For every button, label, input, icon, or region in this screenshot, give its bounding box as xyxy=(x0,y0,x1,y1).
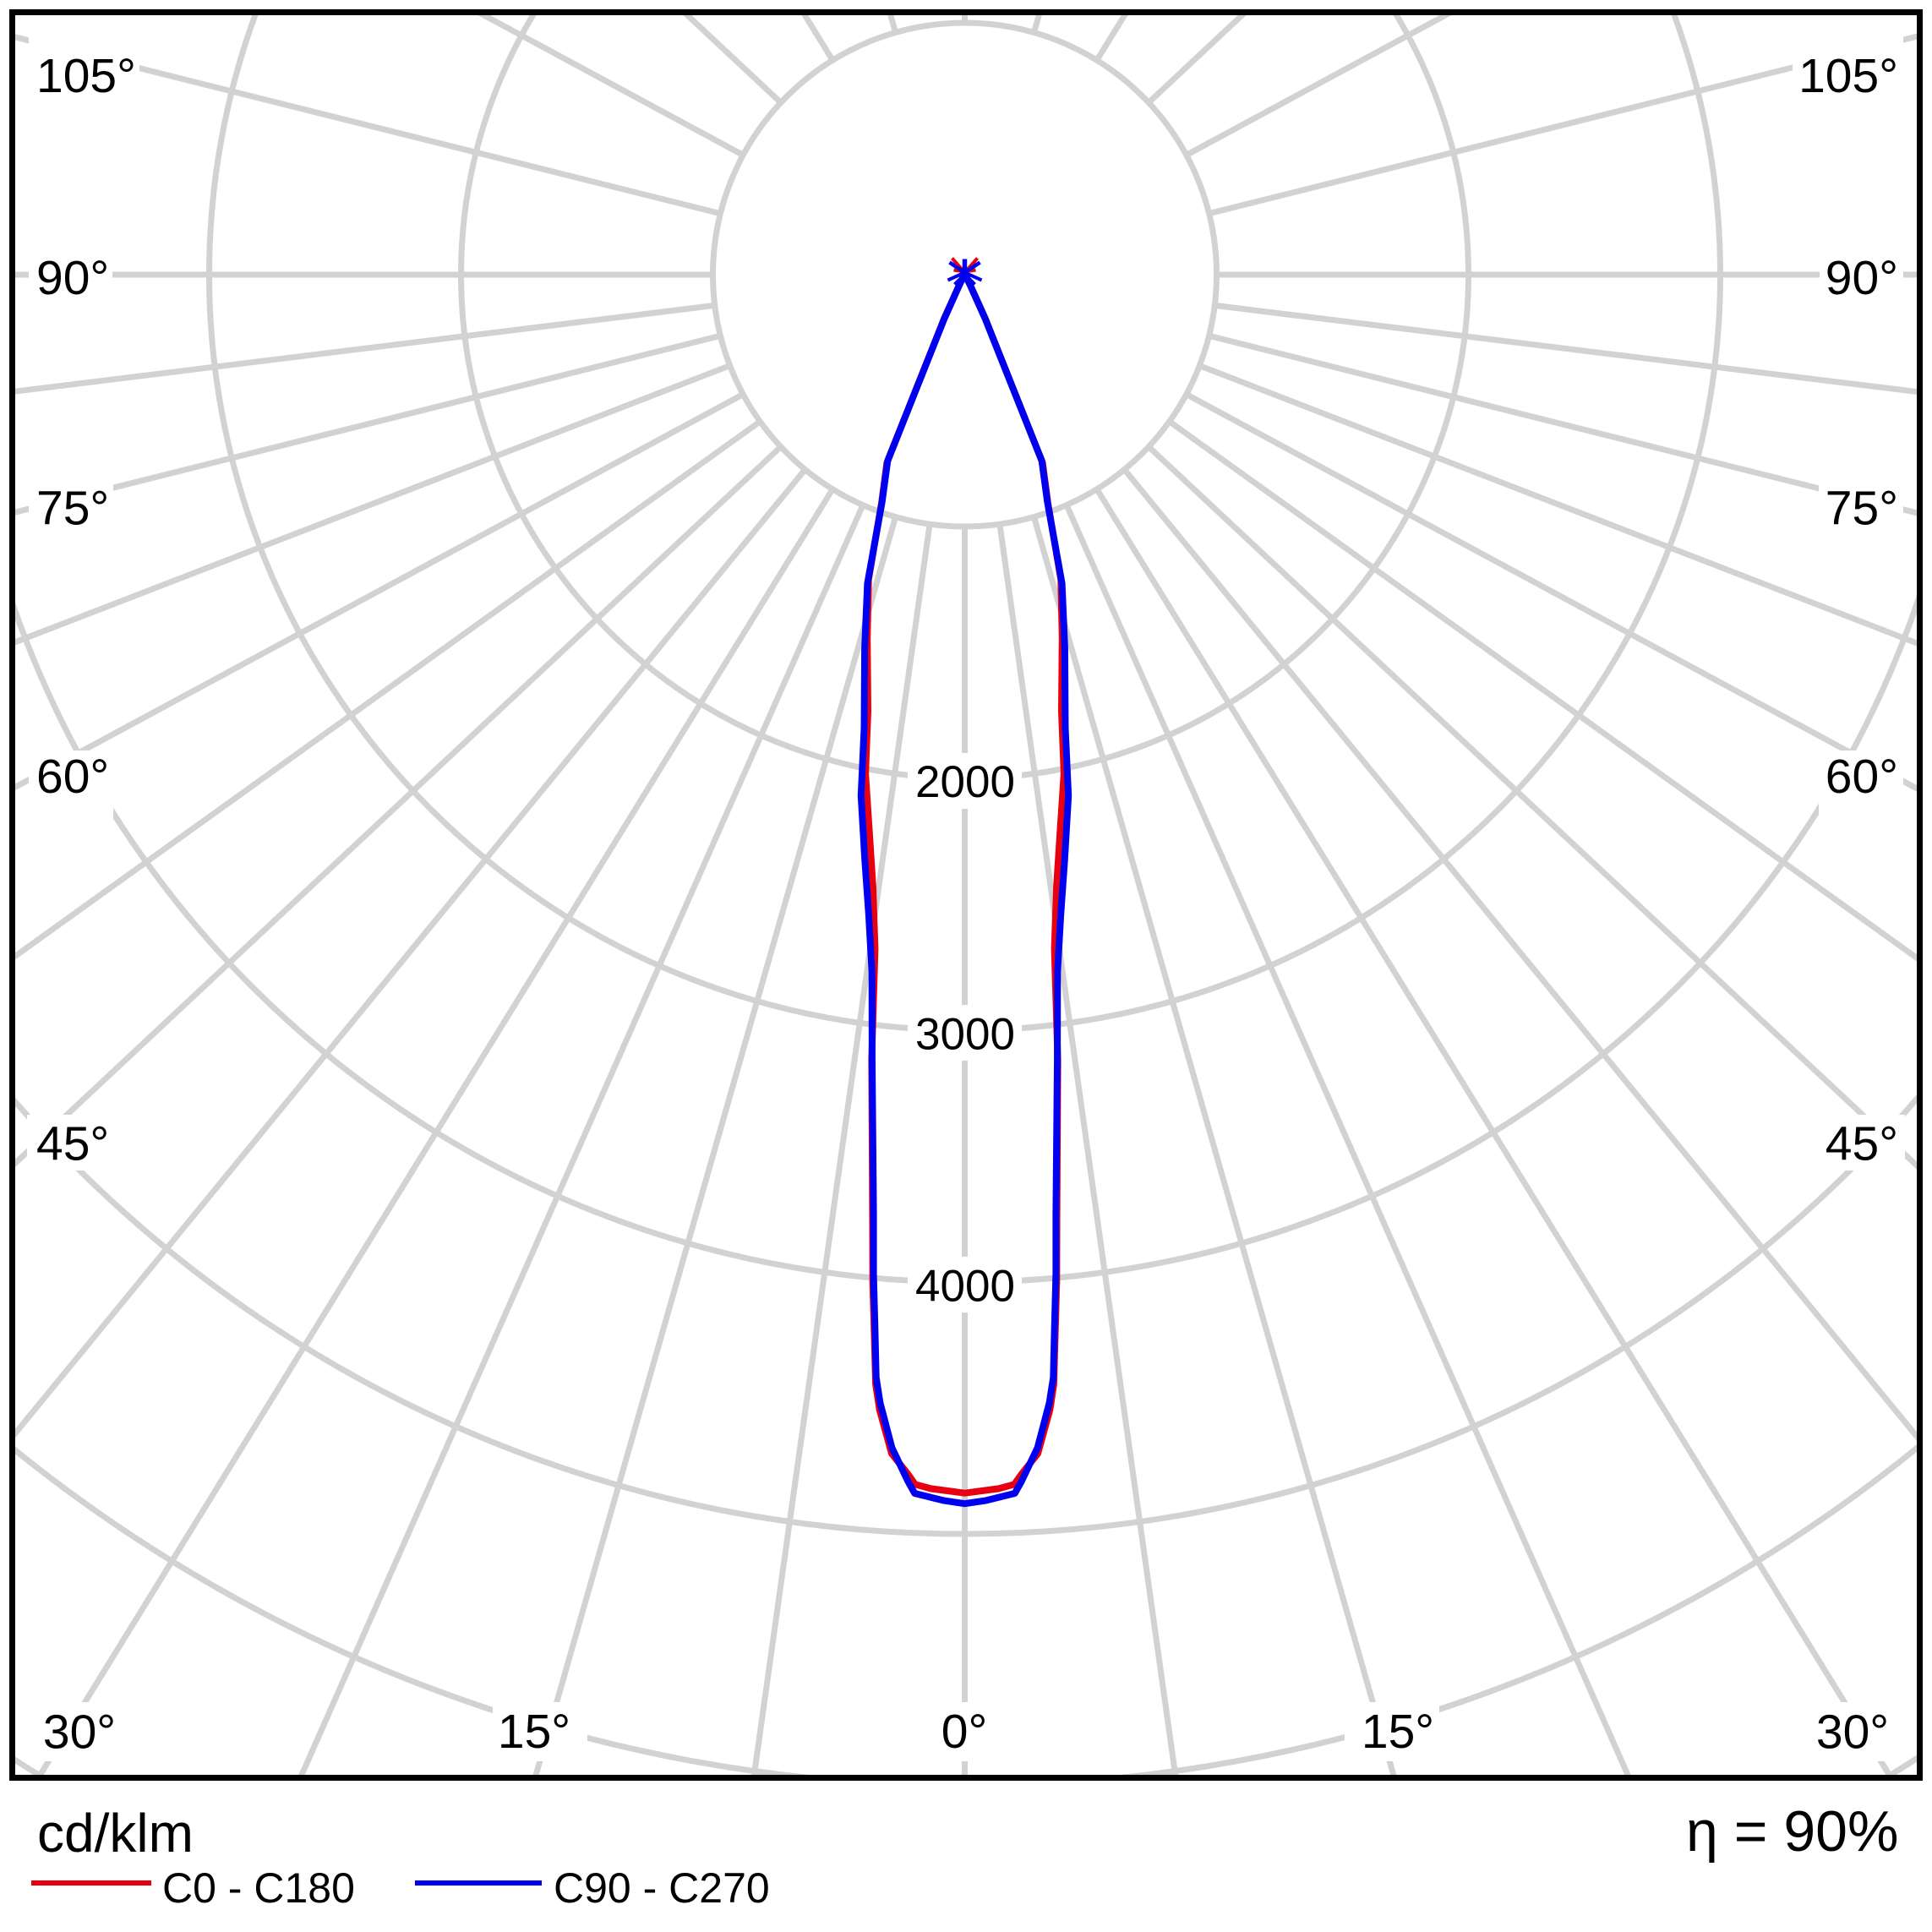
svg-text:0°: 0° xyxy=(941,1705,988,1759)
svg-text:30°: 30° xyxy=(43,1706,116,1760)
svg-text:75°: 75° xyxy=(36,482,109,536)
svg-text:4000: 4000 xyxy=(915,1261,1015,1311)
svg-text:η = 90%: η = 90% xyxy=(1686,1799,1898,1864)
svg-text:105°: 105° xyxy=(1798,49,1898,103)
svg-text:60°: 60° xyxy=(1826,750,1898,804)
svg-text:15°: 15° xyxy=(498,1705,570,1759)
svg-text:90°: 90° xyxy=(1826,251,1898,305)
svg-text:60°: 60° xyxy=(36,750,109,804)
svg-text:3000: 3000 xyxy=(915,1009,1015,1059)
svg-text:15°: 15° xyxy=(1362,1705,1434,1759)
svg-text:45°: 45° xyxy=(1826,1117,1898,1171)
svg-text:45°: 45° xyxy=(36,1117,109,1171)
svg-text:2000: 2000 xyxy=(915,757,1015,807)
svg-text:30°: 30° xyxy=(1816,1706,1889,1760)
svg-text:C90 - C270: C90 - C270 xyxy=(554,1864,770,1912)
svg-text:C0 - C180: C0 - C180 xyxy=(162,1864,355,1912)
svg-text:cd/klm: cd/klm xyxy=(37,1803,194,1864)
svg-text:75°: 75° xyxy=(1826,482,1898,536)
svg-text:105°: 105° xyxy=(36,49,136,103)
svg-text:90°: 90° xyxy=(36,251,109,305)
